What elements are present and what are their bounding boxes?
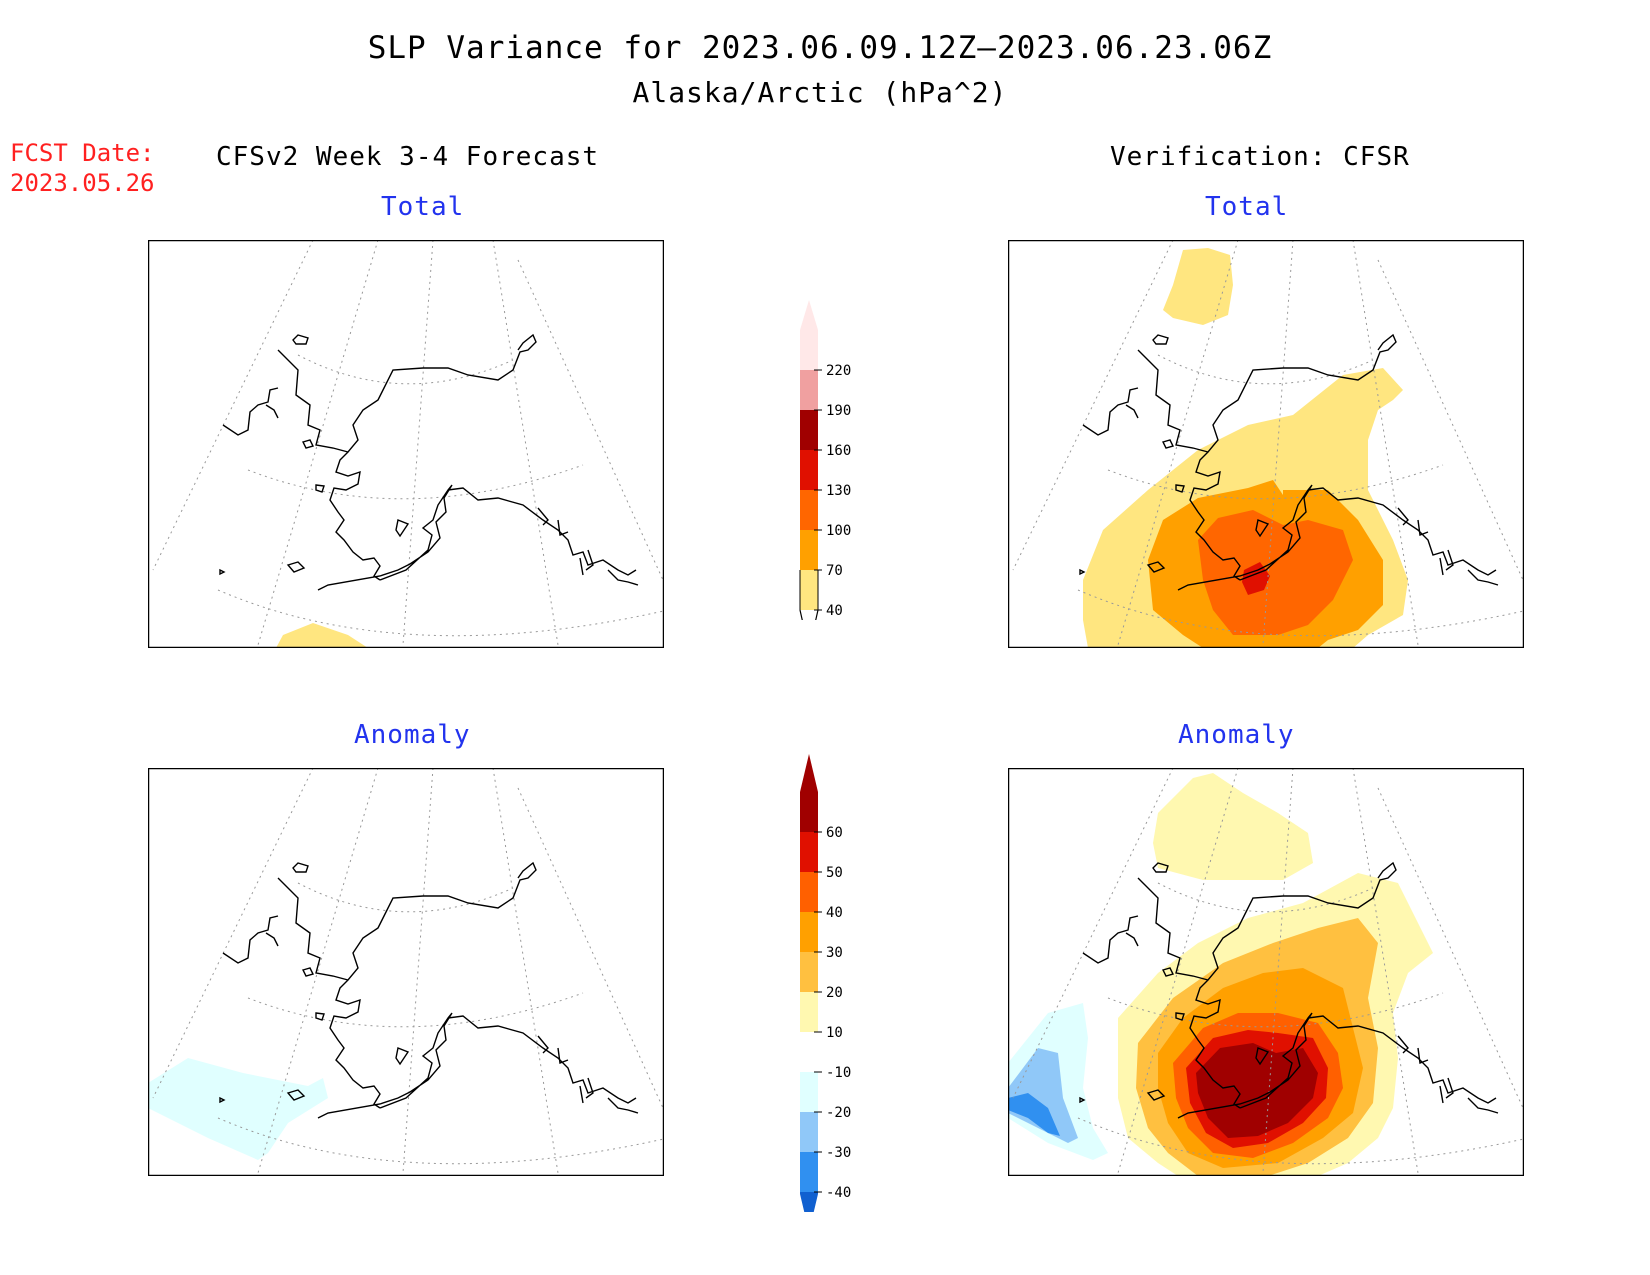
colorbar-swatch (800, 832, 818, 872)
colorbar-tick-label: 130 (826, 483, 851, 499)
map-frame (1008, 240, 1524, 648)
colorbar-tick-label: -40 (826, 1185, 851, 1201)
plot-title: SLP Variance for 2023.06.09.12Z—2023.06.… (367, 30, 1273, 66)
colorbar-swatch (800, 1032, 818, 1072)
colorbar-tick-label: 70 (826, 563, 843, 579)
fcst-date-value: 2023.05.26 (10, 169, 155, 197)
colorbar-swatch (800, 530, 818, 570)
fcst-date-label: FCST Date: (10, 139, 155, 167)
colorbar-tick-label: 40 (826, 905, 843, 921)
colorbar-tick-label: 20 (826, 985, 843, 1001)
plot-subtitle: Alaska/Arctic (hPa^2) (632, 76, 1008, 109)
colorbar-swatch (800, 1112, 818, 1152)
forecast-anomaly-map (148, 768, 664, 1176)
contour-minus10-minus20 (148, 1058, 328, 1160)
colorbar-swatch (800, 992, 818, 1032)
colorbar-swatch (800, 570, 818, 610)
colorbar-swatch (800, 410, 818, 450)
colorbar-swatch (800, 872, 818, 912)
colorbar-tick-label: -10 (826, 1065, 851, 1081)
forecast-total-subtitle: Total (381, 192, 465, 222)
verification-anomaly-subtitle: Anomaly (1178, 720, 1295, 750)
colorbar-swatch (800, 1152, 818, 1192)
verification-column-title: Verification: CFSR (1110, 142, 1410, 172)
colorbar-tick-label: 50 (826, 865, 843, 881)
colorbar-swatch (800, 370, 818, 410)
forecast-total-map (148, 240, 664, 648)
verification-anomaly-map (1008, 768, 1524, 1176)
fcst-date: FCST Date: 2023.05.26 (10, 138, 155, 198)
verification-total-map (1008, 240, 1524, 648)
map-frame (148, 240, 664, 648)
verification-total-contours (1083, 248, 1408, 648)
colorbar-swatch (800, 300, 818, 370)
colorbar-swatch (800, 450, 818, 490)
colorbar-swatch (800, 754, 818, 832)
colorbar-swatch (800, 912, 818, 952)
colorbar-tick-label: 220 (826, 363, 851, 379)
map-frame (148, 768, 664, 1176)
colorbar-tick-label: 60 (826, 825, 843, 841)
colorbar-tick-label: -30 (826, 1145, 851, 1161)
colorbar-swatch (800, 1192, 818, 1212)
colorbar-tick-label: 190 (826, 403, 851, 419)
verification-anomaly-contours (1008, 773, 1433, 1176)
colorbar-swatch (800, 952, 818, 992)
colorbar-tick-label: 40 (826, 603, 843, 619)
forecast-anomaly-subtitle: Anomaly (354, 720, 471, 750)
verification-total-subtitle: Total (1205, 192, 1289, 222)
contour-40-70 (276, 623, 368, 648)
colorbar-swatch (800, 490, 818, 530)
colorbar-tick-label: -20 (826, 1105, 851, 1121)
colorbar-tick-label: 10 (826, 1025, 843, 1041)
colorbar-swatch (800, 1072, 818, 1112)
colorbar-tick-label: 100 (826, 523, 851, 539)
total-colorbar: 40 70 100 130 160 190 220 (799, 300, 851, 620)
colorbar-tick-label: 160 (826, 443, 851, 459)
anomaly-colorbar: -40 -30 -20 -10 10 20 30 40 50 60 (800, 754, 851, 1212)
forecast-column-title: CFSv2 Week 3-4 Forecast (216, 142, 600, 172)
map-frame (1008, 768, 1524, 1176)
colorbar-tick-label: 30 (826, 945, 843, 961)
